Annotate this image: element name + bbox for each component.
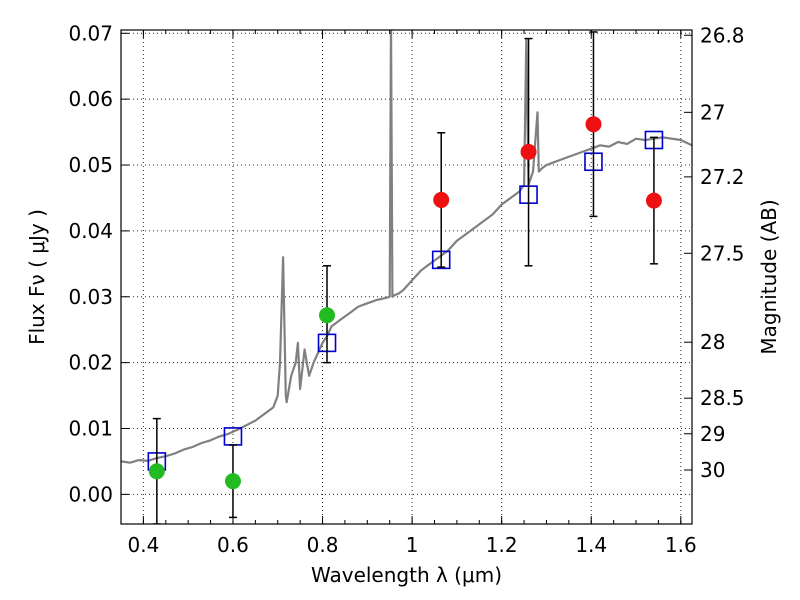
y-axis-label: Flux Fν ( μJy ) [25,209,49,345]
y-tick-label: 0.06 [68,87,113,111]
observed-photometry-point [585,116,602,133]
x-tick-label: 0.8 [307,533,339,557]
mag-tick-label: 30 [700,458,725,482]
x-axis-label: Wavelength λ (μm) [311,563,502,587]
y-tick-label: 0.02 [68,351,113,375]
mag-tick-label: 27.5 [700,241,745,265]
grid-lines [121,30,692,524]
x-tick-label: 1 [406,533,419,557]
model-spectrum-line [121,30,692,464]
mag-tick-label: 28 [700,330,725,354]
y-tick-label: 0.04 [68,219,113,243]
mag-tick-label: 27.2 [700,165,745,189]
observed-photometry-point [433,191,450,208]
axis-ticks: 0.4 0.6 0.8 1 1.2 1.4 1.6 0.00 0.01 0.02 0.03 0.04 0… [68,21,744,557]
y-tick-label: 0.01 [68,416,113,440]
observed-photometry-point [520,143,537,160]
y-tick-label: 0.05 [68,153,113,177]
x-tick-label: 1.6 [665,533,697,557]
observed-photometry-point [645,192,662,209]
mag-tick-label: 28.5 [700,386,745,410]
y-tick-label: 0.03 [68,285,113,309]
observed-photometry-point [319,307,336,324]
y-tick-label: 0.07 [68,21,113,45]
x-tick-label: 1.4 [575,533,607,557]
x-tick-label: 0.4 [127,533,159,557]
axes-frame [120,29,693,525]
mag-tick-label: 29 [700,422,725,446]
observed-photometry-point [148,463,165,480]
mag-tick-label: 26.8 [700,23,745,47]
y-tick-label: 0.00 [68,482,113,506]
x-tick-label: 1.2 [486,533,518,557]
x-tick-label: 0.6 [217,533,249,557]
y-axis-right-label: Magnitude (AB) [757,199,781,354]
mag-tick-label: 27 [700,100,725,124]
plot-area [121,30,692,524]
observed-photometry-point [224,473,241,490]
